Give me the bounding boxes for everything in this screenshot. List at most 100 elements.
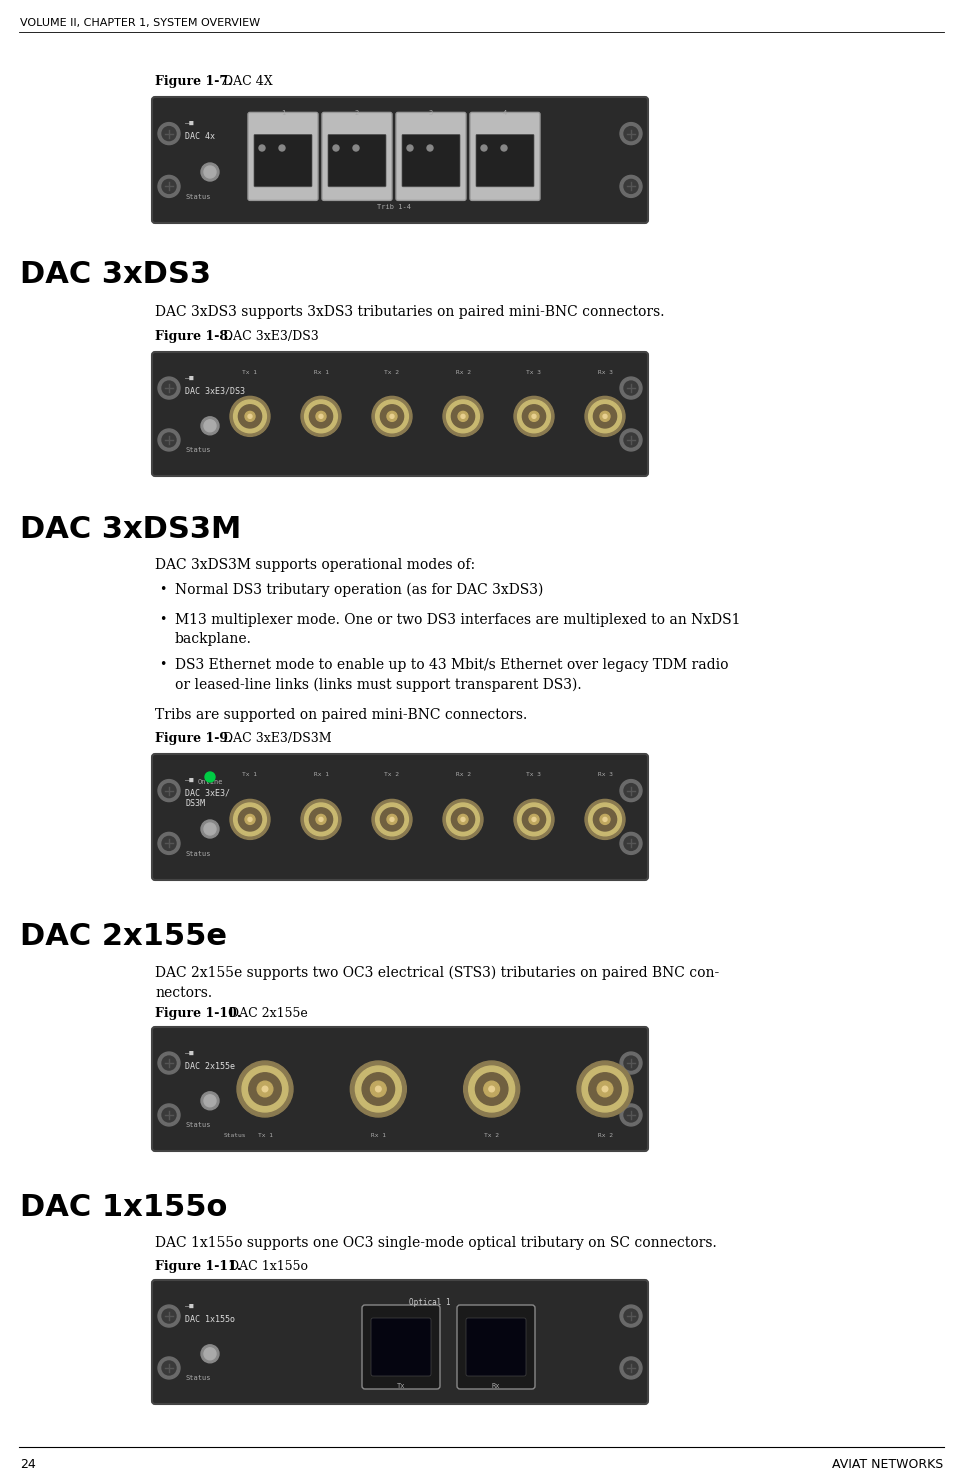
Circle shape — [309, 808, 332, 830]
Text: Figure 1-11.: Figure 1-11. — [155, 1259, 242, 1273]
FancyBboxPatch shape — [152, 1027, 648, 1151]
Text: —■: —■ — [185, 374, 194, 380]
Circle shape — [158, 1104, 180, 1126]
Text: Rx 2: Rx 2 — [597, 1134, 612, 1138]
Circle shape — [600, 814, 610, 824]
Circle shape — [532, 414, 536, 419]
Text: DAC 3xE3/DS3: DAC 3xE3/DS3 — [219, 330, 319, 343]
Circle shape — [529, 814, 539, 824]
Circle shape — [301, 397, 341, 437]
Circle shape — [158, 429, 180, 451]
Text: Tx 3: Tx 3 — [527, 370, 541, 374]
Circle shape — [162, 380, 176, 395]
Text: DAC 3xDS3: DAC 3xDS3 — [20, 260, 211, 289]
Circle shape — [597, 1082, 612, 1097]
Circle shape — [245, 411, 255, 422]
Text: Online: Online — [197, 778, 222, 784]
Text: Tx 1: Tx 1 — [257, 1134, 273, 1138]
Text: DAC 4X: DAC 4X — [219, 75, 273, 87]
Text: Trib 1-4: Trib 1-4 — [377, 204, 411, 210]
Text: Rx 1: Rx 1 — [314, 370, 328, 374]
FancyBboxPatch shape — [470, 112, 540, 200]
Text: Tx: Tx — [397, 1382, 405, 1390]
Circle shape — [624, 127, 638, 141]
Circle shape — [316, 814, 326, 824]
Circle shape — [158, 832, 180, 854]
FancyBboxPatch shape — [396, 112, 466, 200]
FancyBboxPatch shape — [152, 1280, 648, 1405]
Text: —■: —■ — [185, 777, 194, 783]
Text: Tx 3: Tx 3 — [527, 773, 541, 777]
Circle shape — [624, 179, 638, 194]
FancyBboxPatch shape — [322, 112, 392, 200]
Circle shape — [162, 127, 176, 141]
Circle shape — [158, 123, 180, 145]
Circle shape — [162, 179, 176, 194]
Text: Tribs are supported on paired mini-BNC connectors.: Tribs are supported on paired mini-BNC c… — [155, 707, 528, 722]
FancyBboxPatch shape — [152, 98, 648, 223]
Circle shape — [201, 163, 219, 181]
Circle shape — [237, 1061, 293, 1117]
Text: Status: Status — [185, 1375, 211, 1381]
Text: Normal DS3 tributary operation (as for DAC 3xDS3): Normal DS3 tributary operation (as for D… — [175, 583, 543, 598]
Circle shape — [158, 1357, 180, 1379]
Text: DAC 3xDS3M: DAC 3xDS3M — [20, 515, 242, 545]
Text: DAC 3xE3/
DS3M: DAC 3xE3/ DS3M — [185, 789, 230, 808]
Text: Figure 1-8.: Figure 1-8. — [155, 330, 232, 343]
Text: Optical 1: Optical 1 — [409, 1298, 451, 1307]
Circle shape — [162, 434, 176, 447]
Circle shape — [205, 773, 215, 781]
Circle shape — [257, 1082, 273, 1097]
Circle shape — [158, 176, 180, 197]
Text: —■: —■ — [185, 120, 194, 126]
Circle shape — [585, 397, 625, 437]
Text: 24: 24 — [20, 1458, 36, 1471]
Circle shape — [458, 411, 468, 422]
Circle shape — [624, 1308, 638, 1323]
Circle shape — [522, 808, 546, 830]
Circle shape — [593, 808, 616, 830]
Text: DAC 1x155o: DAC 1x155o — [20, 1193, 227, 1222]
Circle shape — [514, 799, 554, 839]
Circle shape — [376, 804, 408, 836]
Circle shape — [624, 1109, 638, 1122]
Circle shape — [204, 166, 216, 178]
Circle shape — [319, 817, 323, 821]
Circle shape — [447, 400, 480, 432]
Circle shape — [593, 404, 616, 428]
Circle shape — [588, 1073, 621, 1106]
FancyBboxPatch shape — [402, 135, 460, 186]
Circle shape — [582, 1066, 628, 1111]
Circle shape — [620, 1104, 642, 1126]
Circle shape — [239, 808, 262, 830]
Circle shape — [201, 417, 219, 435]
FancyBboxPatch shape — [152, 753, 648, 881]
Text: Rx 2: Rx 2 — [455, 773, 471, 777]
Text: VOLUME II, CHAPTER 1, SYSTEM OVERVIEW: VOLUME II, CHAPTER 1, SYSTEM OVERVIEW — [20, 18, 260, 28]
Circle shape — [600, 411, 610, 422]
Circle shape — [620, 377, 642, 400]
Circle shape — [620, 1052, 642, 1074]
FancyBboxPatch shape — [371, 1319, 431, 1376]
Circle shape — [447, 804, 480, 836]
Circle shape — [316, 411, 326, 422]
Text: DAC 2x155e: DAC 2x155e — [224, 1006, 307, 1020]
Text: •: • — [159, 659, 167, 670]
Circle shape — [522, 404, 546, 428]
Circle shape — [242, 1066, 288, 1111]
Circle shape — [387, 411, 397, 422]
Circle shape — [517, 804, 551, 836]
Circle shape — [463, 1061, 520, 1117]
Circle shape — [620, 832, 642, 854]
Text: Rx 1: Rx 1 — [314, 773, 328, 777]
Text: Status: Status — [185, 447, 211, 453]
Circle shape — [427, 145, 433, 151]
Circle shape — [353, 145, 359, 151]
Circle shape — [355, 1066, 402, 1111]
Text: Tx 2: Tx 2 — [384, 370, 400, 374]
Text: 2: 2 — [355, 110, 359, 115]
Circle shape — [603, 414, 607, 419]
Circle shape — [234, 400, 267, 432]
Circle shape — [624, 783, 638, 798]
Text: M13 multiplexer mode. One or two DS3 interfaces are multiplexed to an NxDS1
back: M13 multiplexer mode. One or two DS3 int… — [175, 613, 741, 647]
